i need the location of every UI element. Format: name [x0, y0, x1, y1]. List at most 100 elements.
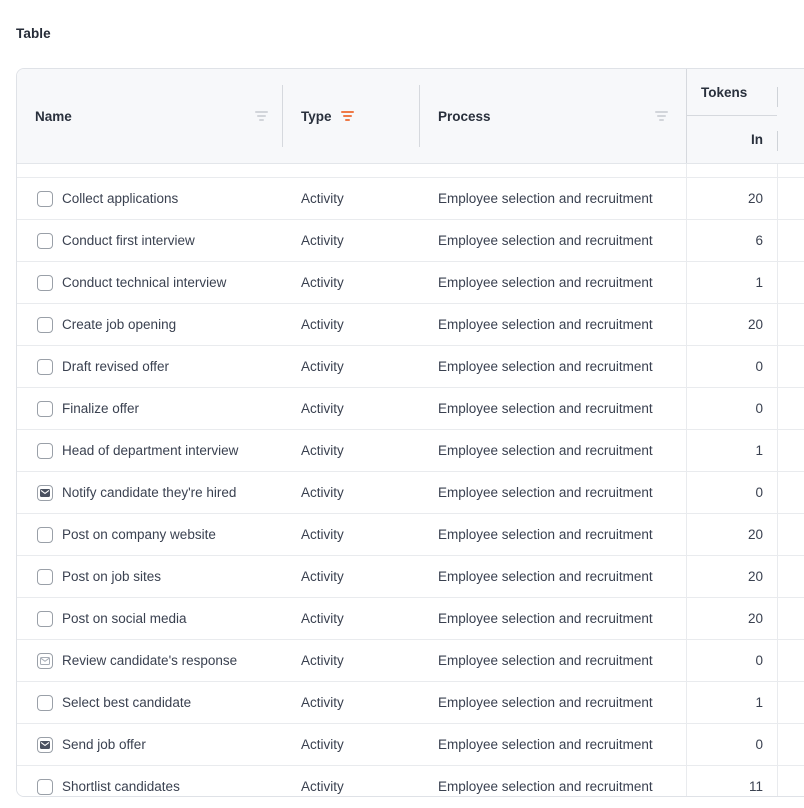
row-name-label: Conduct technical interview — [62, 275, 227, 290]
cell-type: Activity — [301, 527, 344, 542]
cell-overflow — [777, 262, 804, 303]
row-name-label: Collect applications — [62, 191, 179, 206]
task-icon[interactable] — [37, 778, 53, 795]
cell-process: Employee selection and recruitment — [438, 401, 653, 416]
cell-overflow — [777, 724, 804, 765]
cell-process: Employee selection and recruitment — [438, 233, 653, 248]
table-row[interactable]: Shortlist candidates Activity Employee s… — [17, 766, 804, 796]
cell-process: Employee selection and recruitment — [438, 611, 653, 626]
table-row[interactable]: Notify candidate they're hired Activity … — [17, 472, 804, 514]
cell-tokens-in: 1 — [686, 682, 777, 723]
filter-icon[interactable] — [340, 111, 354, 121]
cell-tokens-in: 20 — [686, 514, 777, 555]
task-icon[interactable] — [37, 274, 53, 291]
column-header-tokens-in[interactable]: In — [751, 132, 763, 147]
send-message-icon[interactable] — [37, 736, 53, 753]
column-resize-handle[interactable] — [777, 131, 778, 151]
cell-name: Notify candidate they're hired — [17, 472, 283, 513]
cell-overflow — [777, 220, 804, 261]
cell-overflow — [777, 682, 804, 723]
task-icon[interactable] — [37, 358, 53, 375]
cell-type: Activity — [301, 443, 344, 458]
task-icon[interactable] — [37, 526, 53, 543]
task-icon[interactable] — [37, 694, 53, 711]
cell-process: Employee selection and recruitment — [438, 737, 653, 752]
table-row[interactable]: Review candidate's response Activity Emp… — [17, 640, 804, 682]
page-title: Table — [16, 26, 51, 41]
task-icon[interactable] — [37, 190, 53, 207]
task-icon[interactable] — [37, 610, 53, 627]
cell-tokens-in: 0 — [686, 346, 777, 387]
cell-process: Employee selection and recruitment — [438, 275, 653, 290]
clipped-row — [17, 164, 804, 178]
column-header-name[interactable]: Name — [17, 69, 283, 163]
task-icon[interactable] — [37, 400, 53, 417]
row-name-label: Shortlist candidates — [62, 779, 180, 794]
cell-process: Employee selection and recruitment — [438, 779, 653, 794]
row-name-label: Create job opening — [62, 317, 177, 332]
table-row[interactable]: Select best candidate Activity Employee … — [17, 682, 804, 724]
row-name-label: Draft revised offer — [62, 359, 170, 374]
cell-overflow — [777, 346, 804, 387]
cell-name: Select best candidate — [17, 682, 283, 723]
table-row[interactable]: Collect applications Activity Employee s… — [17, 178, 804, 220]
cell-process: Employee selection and recruitment — [438, 359, 653, 374]
table-row[interactable]: Conduct technical interview Activity Emp… — [17, 262, 804, 304]
table-body: Collect applications Activity Employee s… — [17, 164, 804, 796]
task-icon[interactable] — [37, 568, 53, 585]
table-row[interactable]: Finalize offer Activity Employee selecti… — [17, 388, 804, 430]
receive-message-icon[interactable] — [37, 652, 53, 669]
table-row[interactable]: Post on social media Activity Employee s… — [17, 598, 804, 640]
cell-type: Activity — [301, 191, 344, 206]
column-header-type[interactable]: Type — [282, 69, 420, 163]
cell-name: Shortlist candidates — [17, 766, 283, 796]
cell-tokens-in: 20 — [686, 556, 777, 597]
column-header-tokens[interactable]: Tokens In — [686, 69, 777, 163]
cell-tokens-in: 0 — [686, 724, 777, 765]
cell-tokens-in: 0 — [686, 388, 777, 429]
cell-type: Activity — [301, 611, 344, 626]
row-name-label: Post on company website — [62, 527, 216, 542]
column-header-process[interactable]: Process — [419, 69, 686, 163]
row-name-label: Post on social media — [62, 611, 187, 626]
send-message-icon[interactable] — [37, 484, 53, 501]
cell-process: Employee selection and recruitment — [438, 695, 653, 710]
cell-process: Employee selection and recruitment — [438, 527, 653, 542]
cell-tokens-in: 20 — [686, 598, 777, 639]
column-label-type: Type — [301, 108, 332, 124]
cell-type: Activity — [301, 695, 344, 710]
cell-tokens-in: 11 — [686, 766, 777, 796]
table-row[interactable]: Draft revised offer Activity Employee se… — [17, 346, 804, 388]
cell-name: Conduct technical interview — [17, 262, 283, 303]
row-name-label: Review candidate's response — [62, 653, 238, 668]
cell-type: Activity — [301, 737, 344, 752]
cell-tokens-in: 1 — [686, 262, 777, 303]
table-row[interactable]: Create job opening Activity Employee sel… — [17, 304, 804, 346]
task-icon[interactable] — [37, 442, 53, 459]
cell-tokens-in: 0 — [686, 640, 777, 681]
cell-name: Head of department interview — [17, 430, 283, 471]
cell-name: Create job opening — [17, 304, 283, 345]
cell-type: Activity — [301, 569, 344, 584]
column-resize-handle[interactable] — [777, 87, 778, 107]
cell-process: Employee selection and recruitment — [438, 191, 653, 206]
cell-name: Finalize offer — [17, 388, 283, 429]
cell-name: Send job offer — [17, 724, 283, 765]
table-row[interactable]: Post on company website Activity Employe… — [17, 514, 804, 556]
cell-name: Post on company website — [17, 514, 283, 555]
filter-icon[interactable] — [255, 111, 268, 121]
cell-overflow — [777, 640, 804, 681]
row-name-label: Notify candidate they're hired — [62, 485, 237, 500]
cell-name: Conduct first interview — [17, 220, 283, 261]
task-icon[interactable] — [37, 232, 53, 249]
table-row[interactable]: Send job offer Activity Employee selecti… — [17, 724, 804, 766]
table-row[interactable]: Conduct first interview Activity Employe… — [17, 220, 804, 262]
table-row[interactable]: Post on job sites Activity Employee sele… — [17, 556, 804, 598]
table-header: Name Type Process Tokens In — [17, 69, 804, 164]
cell-name: Collect applications — [17, 178, 283, 219]
filter-icon[interactable] — [655, 111, 668, 121]
task-icon[interactable] — [37, 316, 53, 333]
cell-tokens-in: 0 — [686, 472, 777, 513]
table-row[interactable]: Head of department interview Activity Em… — [17, 430, 804, 472]
cell-name: Post on social media — [17, 598, 283, 639]
